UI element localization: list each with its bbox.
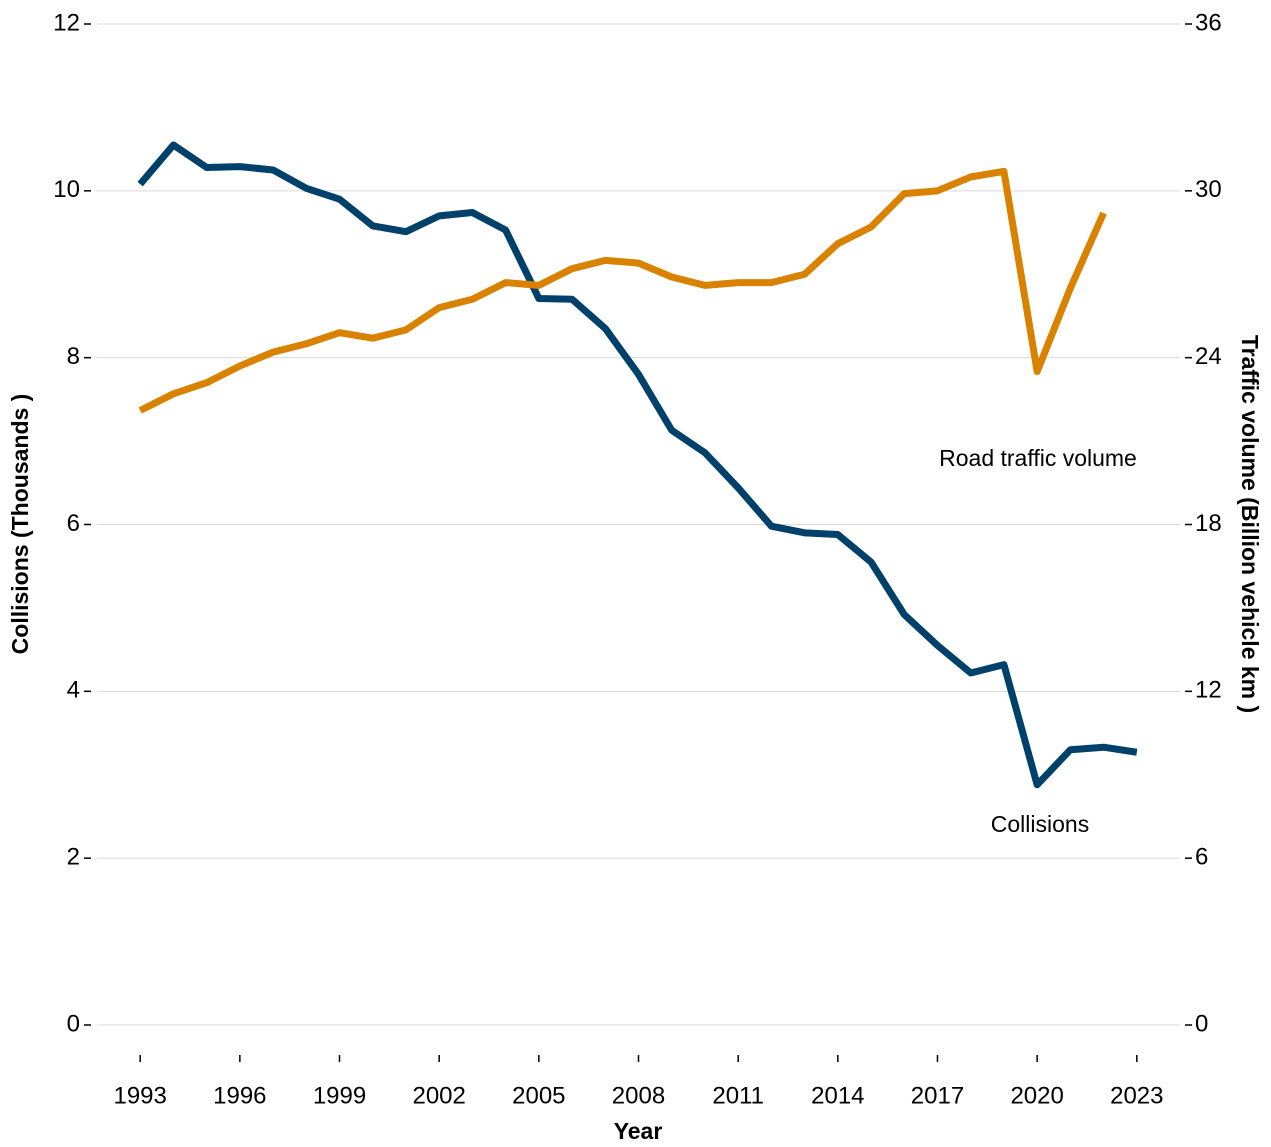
x-axis-title: Year [614,1118,663,1144]
y-tick-label: 8 [67,343,80,370]
y2-tick-label: 0 [1195,1010,1208,1037]
y-tick-label: 10 [53,176,80,203]
y2-tick-label: 36 [1195,9,1222,36]
x-tick-label: 2005 [512,1082,565,1109]
y2-tick-label: 24 [1195,343,1222,370]
y2-tick-label: 12 [1195,677,1222,704]
x-tick-label: 2020 [1010,1082,1063,1109]
y2-tick-label: 18 [1195,510,1222,537]
x-tick-label: 2014 [811,1082,864,1109]
y2-axis-title: Traffic volume (Billion vehicle km ) [1237,335,1263,713]
x-tick-label: 2008 [612,1082,665,1109]
annotation: Collisions [991,811,1089,837]
y-tick-label: 4 [67,677,80,704]
x-tick-label: 1996 [213,1082,266,1109]
y2-tick-label: 30 [1195,176,1222,203]
y-tick-label: 12 [53,9,80,36]
x-tick-label: 2023 [1110,1082,1163,1109]
x-tick-label: 2011 [712,1082,764,1109]
series-line [137,141,1138,789]
x-tick-label: 2017 [911,1082,964,1109]
series-line [138,167,1107,414]
y-tick-label: 6 [67,510,80,537]
x-tick-label: 1993 [113,1082,166,1109]
y2-tick-label: 6 [1195,844,1208,871]
annotation: Road traffic volume [939,445,1137,471]
x-tick-label: 2002 [412,1082,465,1109]
y-tick-label: 2 [67,844,80,871]
y-axis-title: Collisions (Thousands ) [7,394,33,655]
x-tick-label: 1999 [313,1082,366,1109]
y-tick-label: 0 [67,1010,80,1037]
